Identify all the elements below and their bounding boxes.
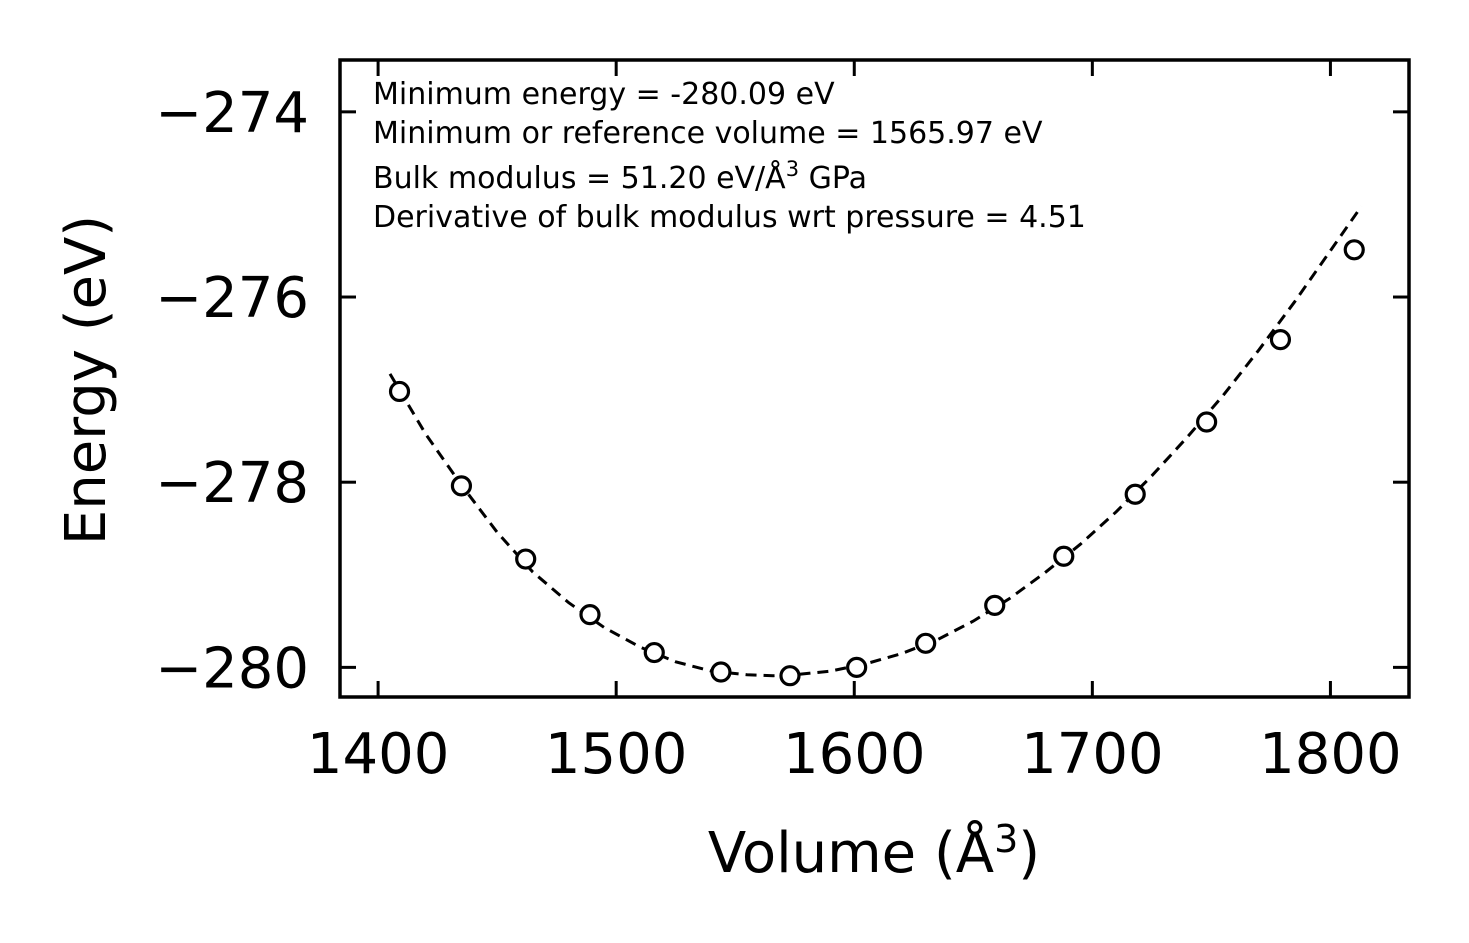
x-axis-title: Volume (Å3) — [708, 817, 1040, 886]
annotation-bulk-modulus: Bulk modulus = 51.20 eV/Å3 GPa — [373, 157, 867, 196]
data-point — [579, 603, 601, 626]
data-point — [450, 475, 473, 497]
data-point — [1269, 329, 1292, 351]
x-tick-label: 1500 — [545, 722, 688, 787]
data-point — [846, 656, 868, 678]
y-tick-label: −280 — [155, 636, 309, 701]
y-tick-label: −276 — [155, 266, 309, 331]
x-tick-label: 1800 — [1259, 722, 1402, 787]
annotation-min-volume: Minimum or reference volume = 1565.97 eV — [373, 116, 1043, 151]
data-point — [915, 632, 937, 654]
data-point — [710, 661, 732, 683]
x-tick-label: 1400 — [307, 722, 450, 787]
data-point — [1124, 483, 1146, 505]
data-point — [984, 594, 1006, 616]
y-tick-label: −274 — [155, 81, 309, 146]
y-axis: −280 −278 −276 −274 — [155, 81, 1409, 701]
x-tick-label: 1700 — [1021, 722, 1164, 787]
y-axis-title: Energy (eV) — [54, 215, 119, 545]
fit-curve — [388, 205, 1363, 678]
annotation-min-energy: Minimum energy = -280.09 eV — [373, 77, 835, 112]
data-point — [515, 548, 537, 570]
data-points — [388, 239, 1365, 687]
data-point — [1053, 545, 1075, 567]
plot-frame — [338, 58, 1411, 699]
y-tick-label: −278 — [155, 451, 309, 516]
x-tick-label: 1600 — [783, 722, 926, 787]
data-point — [1343, 239, 1365, 261]
annotation-bulk-modulus-derivative: Derivative of bulk modulus wrt pressure … — [373, 200, 1086, 235]
data-point — [779, 665, 801, 687]
x-axis: 1400 1500 1600 1700 1800 — [307, 60, 1402, 787]
x-axis-title-superscript: 3 — [994, 817, 1018, 861]
annotation-bulk-modulus-superscript: 3 — [786, 157, 799, 181]
data-point — [1196, 411, 1218, 433]
fit-annotations: Minimum energy = -280.09 eV Minimum or r… — [373, 77, 1086, 235]
data-point — [643, 641, 665, 664]
data-point — [388, 380, 411, 403]
